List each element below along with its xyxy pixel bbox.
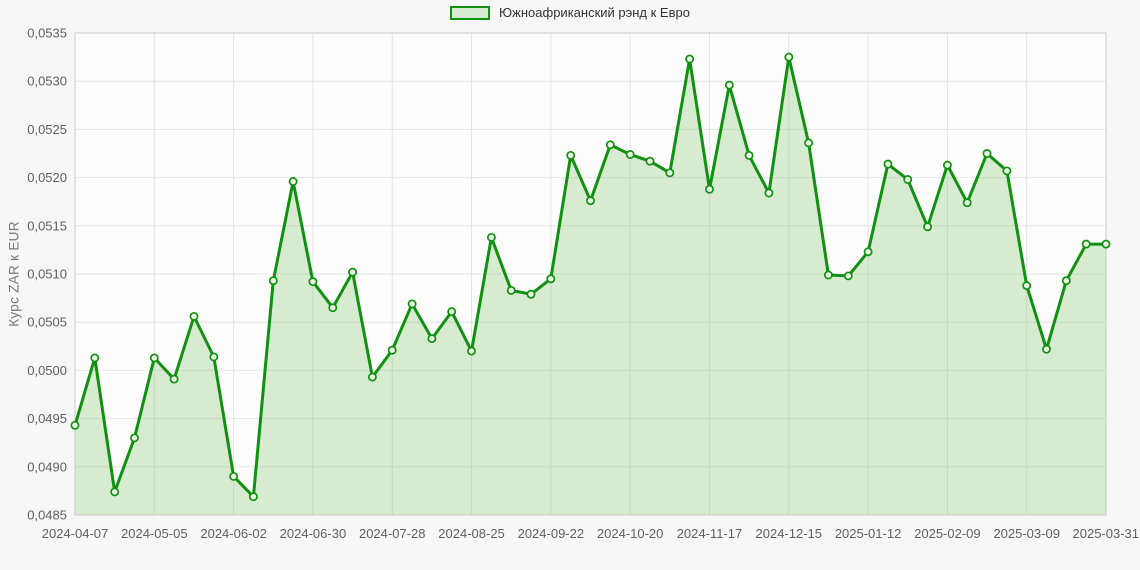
x-tick-label: 2025-02-09 bbox=[914, 526, 981, 541]
data-point-marker[interactable] bbox=[268, 276, 278, 286]
data-point-marker[interactable] bbox=[1081, 239, 1091, 249]
chart-legend: Южноафриканский рэнд к Евро bbox=[0, 5, 1140, 20]
data-point-marker[interactable] bbox=[883, 159, 893, 169]
plot-border bbox=[74, 32, 1107, 516]
y-tick-label: 0,0500 bbox=[27, 363, 67, 378]
x-tick-label: 2025-03-09 bbox=[993, 526, 1060, 541]
x-tick-label: 2024-12-15 bbox=[756, 526, 823, 541]
y-tick-label: 0,0525 bbox=[27, 122, 67, 137]
data-point-marker[interactable] bbox=[387, 345, 397, 355]
data-point-marker[interactable] bbox=[169, 374, 179, 384]
data-point-marker[interactable] bbox=[784, 52, 794, 62]
data-point-marker[interactable] bbox=[427, 334, 437, 344]
legend-swatch-icon bbox=[450, 5, 491, 20]
y-tick-label: 0,0485 bbox=[27, 508, 67, 523]
data-point-marker[interactable] bbox=[843, 271, 853, 281]
data-point-marker[interactable] bbox=[447, 307, 457, 317]
data-point-marker[interactable] bbox=[764, 188, 774, 198]
y-tick-label: 0,0505 bbox=[27, 315, 67, 330]
y-tick-label: 0,0535 bbox=[27, 26, 67, 41]
data-point-marker[interactable] bbox=[804, 138, 814, 148]
legend-item-zar-eur[interactable]: Южноафриканский рэнд к Евро bbox=[450, 5, 690, 20]
data-point-marker[interactable] bbox=[724, 80, 734, 90]
y-tick-label: 0,0530 bbox=[27, 74, 67, 89]
data-point-marker[interactable] bbox=[1042, 344, 1051, 354]
data-point-marker[interactable] bbox=[1002, 166, 1012, 176]
data-point-marker[interactable] bbox=[705, 184, 714, 194]
x-tick-label: 2024-09-22 bbox=[518, 526, 585, 541]
data-point-marker[interactable] bbox=[407, 299, 417, 309]
x-tick-label: 2025-01-12 bbox=[835, 526, 902, 541]
data-point-marker[interactable] bbox=[665, 168, 675, 178]
data-point-marker[interactable] bbox=[467, 346, 476, 356]
data-point-marker[interactable] bbox=[526, 289, 536, 299]
x-tick-label: 2024-07-28 bbox=[359, 526, 426, 541]
data-point-marker[interactable] bbox=[685, 54, 695, 64]
data-point-marker[interactable] bbox=[1101, 239, 1111, 249]
series-area-fill bbox=[75, 57, 1106, 515]
x-tick-label: 2024-04-07 bbox=[42, 526, 109, 541]
x-tick-label: 2024-08-25 bbox=[438, 526, 505, 541]
y-tick-label: 0,0490 bbox=[27, 459, 67, 474]
data-point-marker[interactable] bbox=[744, 150, 754, 160]
data-point-marker[interactable] bbox=[288, 177, 298, 186]
x-tick-label: 2024-05-05 bbox=[121, 526, 188, 541]
x-tick-label: 2024-11-17 bbox=[677, 526, 743, 541]
data-point-marker[interactable] bbox=[903, 175, 913, 184]
data-point-marker[interactable] bbox=[1061, 276, 1071, 286]
data-point-marker[interactable] bbox=[923, 222, 933, 232]
data-point-marker[interactable] bbox=[308, 277, 318, 287]
data-point-marker[interactable] bbox=[863, 247, 873, 257]
data-point-marker[interactable] bbox=[982, 149, 992, 158]
data-point-marker[interactable] bbox=[1022, 281, 1032, 291]
data-point-marker[interactable] bbox=[486, 232, 496, 242]
data-point-marker[interactable] bbox=[823, 270, 833, 280]
data-point-marker[interactable] bbox=[546, 274, 556, 284]
data-point-marker[interactable] bbox=[506, 285, 516, 295]
data-point-marker[interactable] bbox=[625, 150, 635, 159]
data-point-marker[interactable] bbox=[229, 471, 239, 481]
y-tick-label: 0,0520 bbox=[27, 170, 67, 185]
data-point-marker[interactable] bbox=[566, 150, 576, 160]
data-point-marker[interactable] bbox=[605, 140, 615, 150]
data-point-marker[interactable] bbox=[942, 160, 952, 170]
x-tick-label: 2024-10-20 bbox=[597, 526, 664, 541]
data-point-marker[interactable] bbox=[586, 196, 595, 206]
y-tick-label: 0,0510 bbox=[27, 267, 67, 282]
data-point-marker[interactable] bbox=[130, 433, 139, 443]
data-point-marker[interactable] bbox=[90, 353, 100, 363]
data-point-marker[interactable] bbox=[248, 492, 258, 502]
y-tick-label: 0,0495 bbox=[27, 411, 67, 426]
y-tick-label: 0,0515 bbox=[27, 218, 67, 233]
data-point-marker[interactable] bbox=[348, 267, 358, 277]
data-point-marker[interactable] bbox=[367, 372, 377, 382]
data-point-marker[interactable] bbox=[110, 487, 120, 497]
data-point-marker[interactable] bbox=[962, 198, 972, 208]
x-tick-label: 2024-06-02 bbox=[200, 526, 267, 541]
x-tick-label: 2024-06-30 bbox=[280, 526, 347, 541]
data-point-marker[interactable] bbox=[209, 352, 219, 362]
data-point-marker[interactable] bbox=[328, 303, 338, 313]
x-tick-label: 2025-03-31 bbox=[1073, 526, 1140, 541]
data-point-marker[interactable] bbox=[70, 420, 80, 430]
legend-label: Южноафриканский рэнд к Евро bbox=[499, 5, 690, 20]
data-point-marker[interactable] bbox=[189, 311, 199, 321]
data-point-marker[interactable] bbox=[149, 353, 159, 363]
data-point-marker[interactable] bbox=[645, 156, 655, 166]
